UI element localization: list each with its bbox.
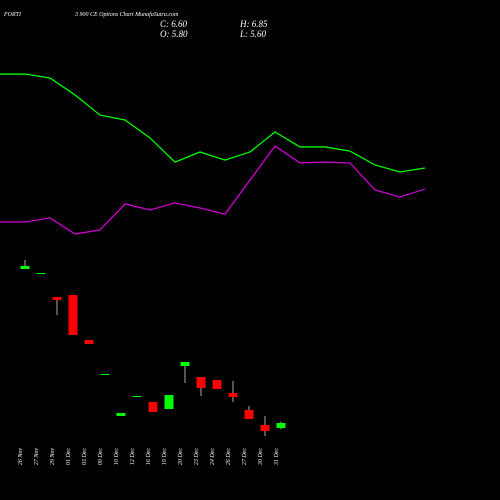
x-tick-label: 03 Dec xyxy=(82,448,88,465)
x-tick-label: 26 Nov xyxy=(18,448,24,466)
x-tick-label: 30 Dec xyxy=(258,448,264,466)
x-tick-label: 12 Dec xyxy=(130,448,136,465)
candle-body xyxy=(116,413,126,416)
candle-body xyxy=(36,273,46,274)
symbol: FORTI xyxy=(3,12,22,18)
candle-body xyxy=(68,295,78,335)
indicator-line xyxy=(0,145,426,235)
x-tick-label: 26 Dec xyxy=(226,448,232,465)
candle-body xyxy=(180,362,190,366)
candle-body xyxy=(148,402,158,412)
candle-body xyxy=(228,393,238,397)
candle-body xyxy=(196,377,206,388)
x-tick-label: 24 Dec xyxy=(209,448,216,465)
close-label: C: 6.60 xyxy=(160,19,188,29)
chart-title: 3 900 CE Options Chart MunafaSutra.com xyxy=(74,11,179,18)
candle-body xyxy=(100,374,110,375)
candle-body xyxy=(276,423,286,428)
x-tick-label: 01 Dec xyxy=(66,448,72,465)
x-tick-label: 10 Dec xyxy=(114,448,120,465)
x-tick-label: 27 Nov xyxy=(34,448,40,466)
x-tick-label: 31 Dec xyxy=(274,448,280,466)
x-tick-label: 23 Dec xyxy=(194,448,200,465)
high-label: H: 6.85 xyxy=(239,19,268,29)
x-tick-label: 16 Dec xyxy=(146,448,152,465)
x-tick-label: 27 Dec xyxy=(242,448,248,465)
x-tick-label: 19 Dec xyxy=(162,448,168,465)
x-tick-label: 09 Dec xyxy=(98,448,104,465)
candle-body xyxy=(212,380,222,389)
x-tick-label: 20 Dec xyxy=(178,448,184,465)
candle-body xyxy=(84,340,94,344)
candle-body xyxy=(52,297,62,300)
x-tick-label: 29 Nov xyxy=(50,448,56,466)
candle-body xyxy=(164,395,174,409)
candle-body xyxy=(244,410,254,419)
candle-body xyxy=(20,266,30,269)
low-label: L: 5.60 xyxy=(239,29,267,39)
candle-body xyxy=(132,396,142,397)
open-label: O: 5.80 xyxy=(160,29,188,39)
indicator-line xyxy=(0,73,426,173)
candle-body xyxy=(260,425,270,431)
